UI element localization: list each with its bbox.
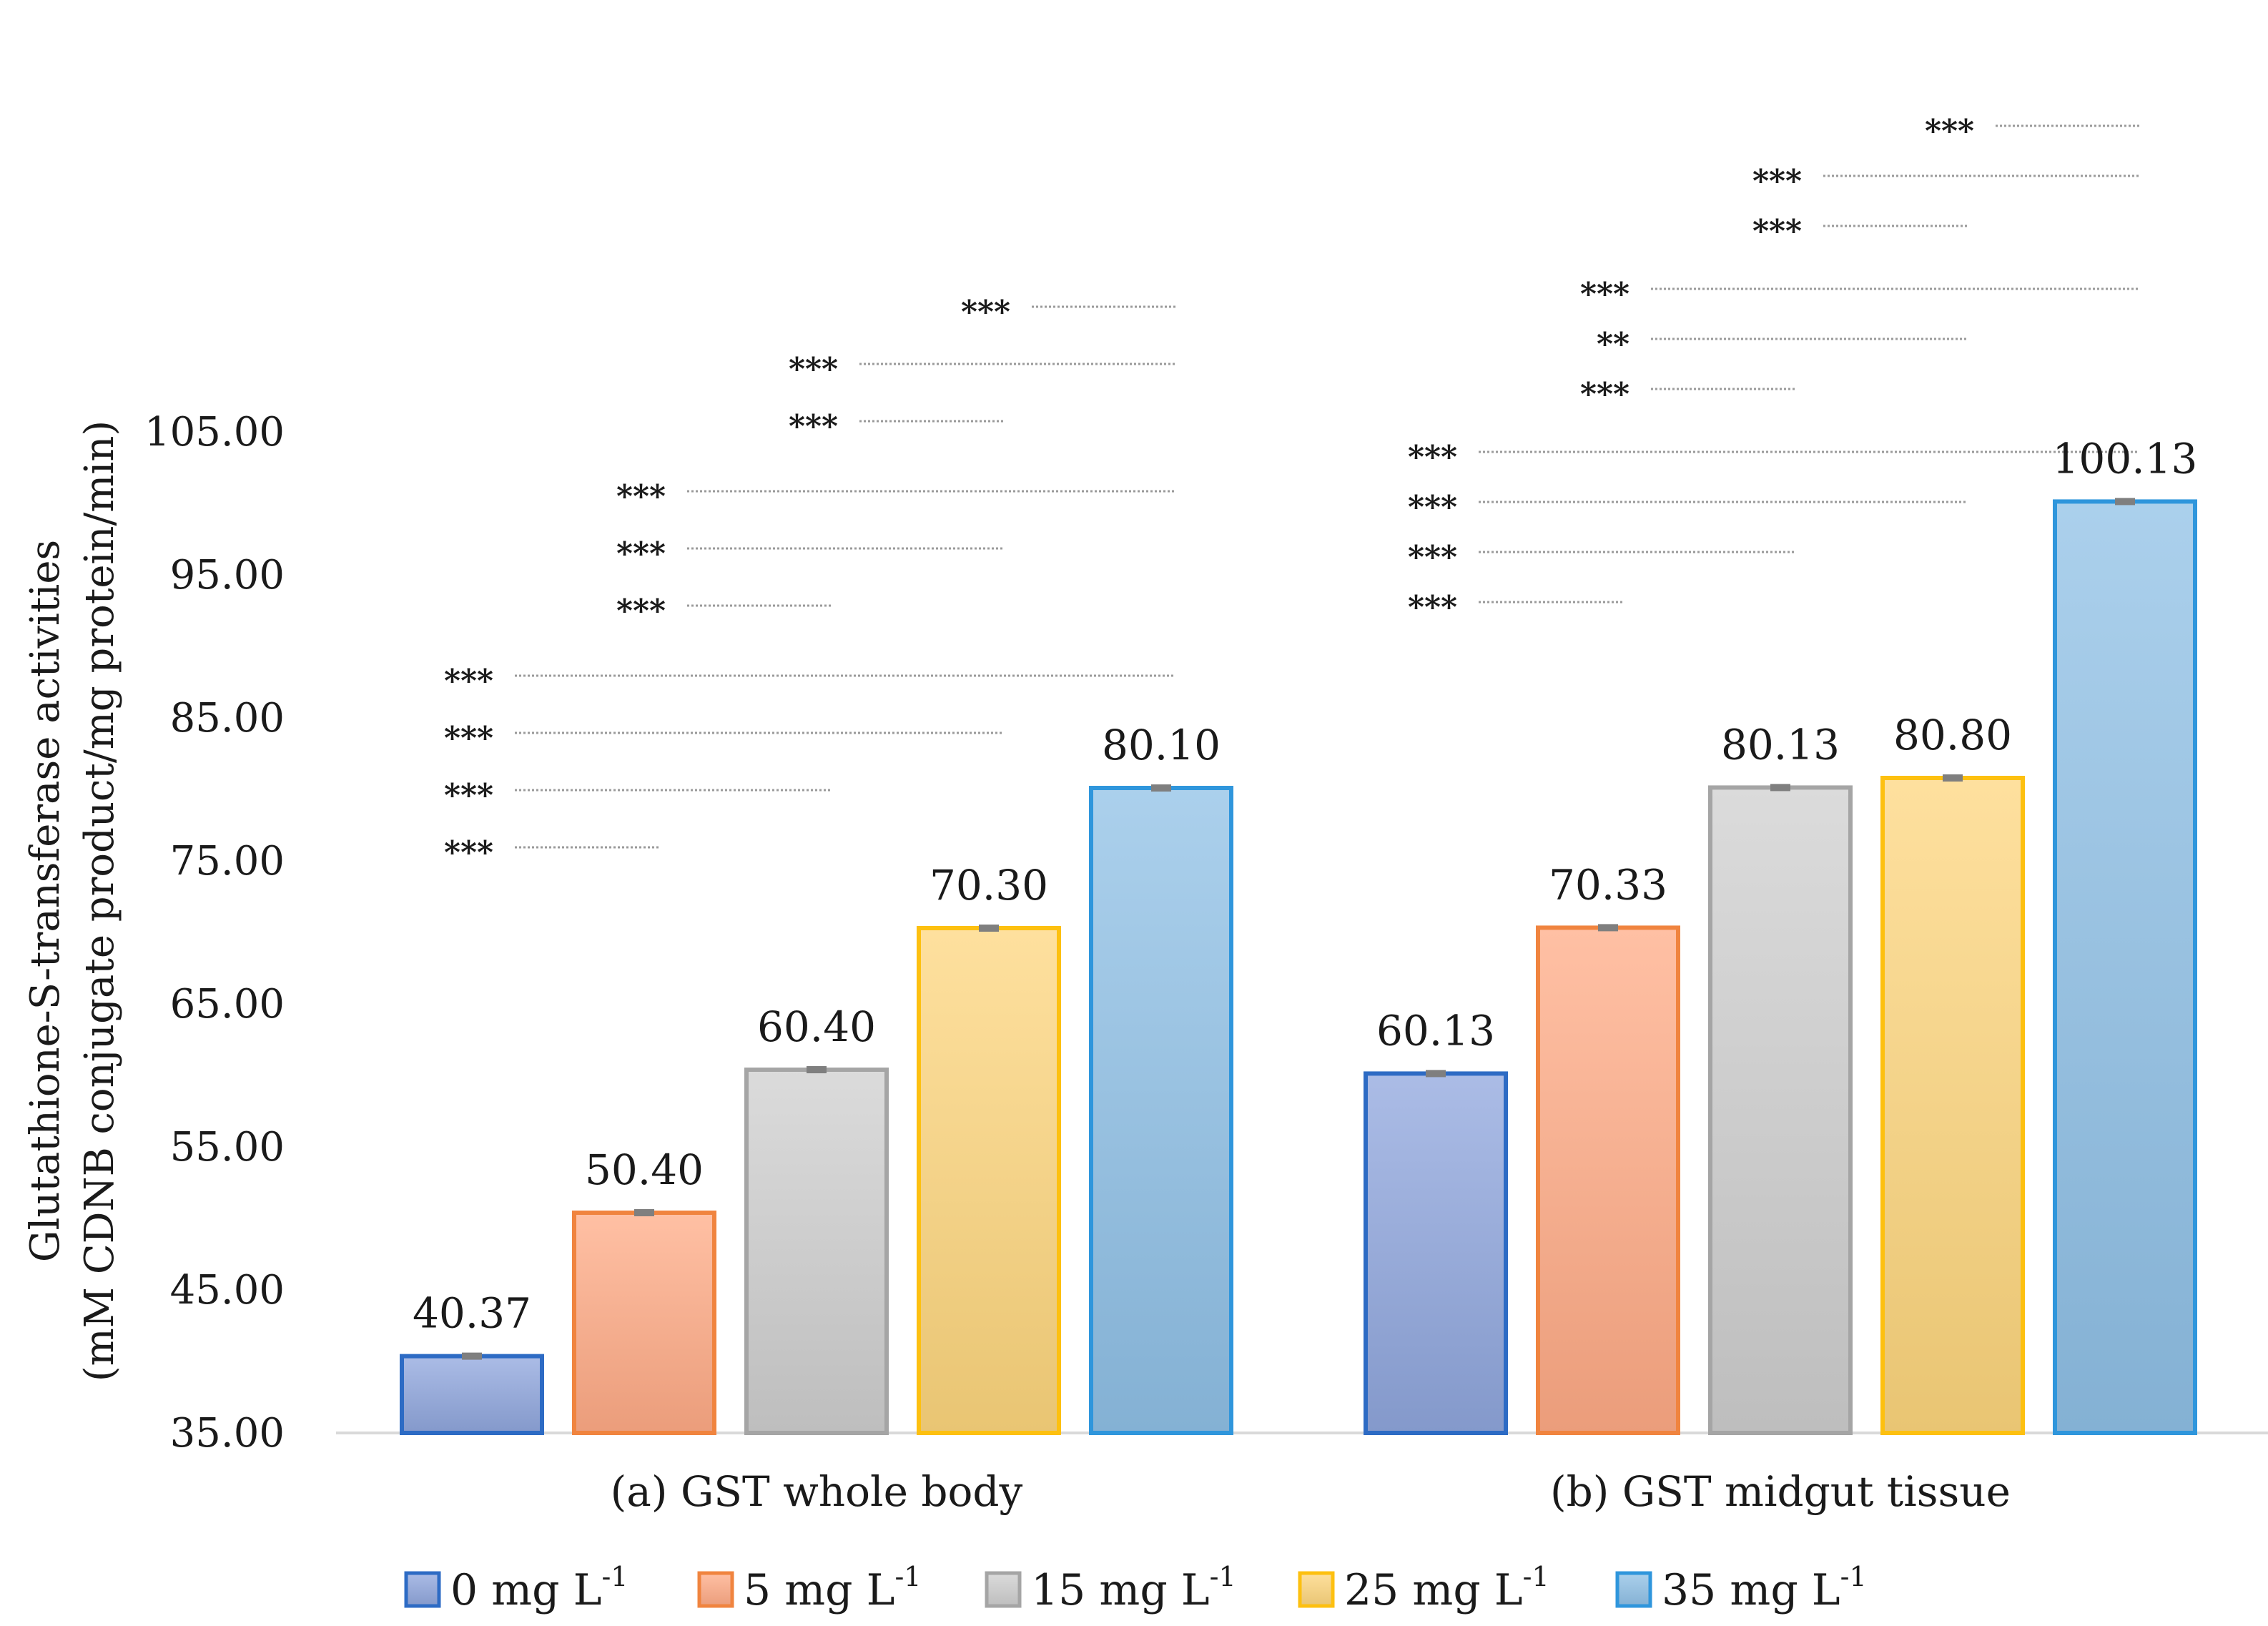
significance-label: ***: [1925, 113, 1974, 149]
y-axis-title: Glutathione-S-transferase activities (mM…: [22, 420, 123, 1382]
legend-swatch: [1298, 1571, 1335, 1608]
data-label: 80.13: [1721, 720, 1840, 769]
significance-label: ***: [444, 663, 493, 699]
error-bar: [462, 1352, 482, 1360]
data-label: 70.33: [1549, 860, 1667, 909]
y-tick-label: 75.00: [170, 838, 285, 885]
legend-label: 15 mg L-1: [1031, 1561, 1236, 1615]
bars: [400, 498, 2197, 1436]
legend-label-superscript: -1: [601, 1561, 628, 1592]
error-bar: [979, 925, 999, 932]
significance-label: **: [1597, 326, 1629, 363]
bar: [1364, 1071, 1508, 1436]
error-bar: [1770, 784, 1790, 792]
y-tick-label: 55.00: [170, 1124, 285, 1171]
category-label: (b) GST midgut tissue: [1550, 1467, 2011, 1516]
bar: [400, 1354, 544, 1435]
bar: [1089, 786, 1233, 1435]
significance-label: ***: [789, 408, 838, 445]
significance-label: ***: [444, 720, 493, 757]
legend-label-superscript: -1: [1840, 1561, 1867, 1592]
data-label: 80.80: [1893, 711, 2012, 759]
significance-label: ***: [1408, 589, 1457, 626]
bar: [744, 1068, 889, 1435]
legend-label: 0 mg L-1: [450, 1561, 628, 1615]
category-labels: (a) GST whole body (b) GST midgut tissue: [611, 1467, 2011, 1516]
category-label: (a) GST whole body: [611, 1467, 1023, 1516]
bar: [1880, 776, 2025, 1435]
significance-label: ***: [1752, 213, 1802, 250]
data-label: 70.30: [930, 861, 1048, 910]
significance-annotations: ****************************************…: [444, 113, 2139, 871]
y-tick-label: 65.00: [170, 981, 285, 1028]
legend-label-text: 0 mg L: [450, 1565, 601, 1615]
legend-label: 25 mg L-1: [1344, 1561, 1549, 1615]
data-label: 60.13: [1376, 1006, 1495, 1055]
y-tick-label: 95.00: [170, 552, 285, 598]
legend-swatch: [1615, 1571, 1652, 1608]
error-bar: [1426, 1070, 1446, 1078]
y-tick-label: 85.00: [170, 695, 285, 741]
significance-label: ***: [444, 834, 493, 871]
legend-label-superscript: -1: [1210, 1561, 1236, 1592]
significance-label: ***: [616, 536, 666, 572]
significance-label: ***: [1752, 163, 1802, 199]
significance-label: ***: [1408, 539, 1457, 576]
bar: [1708, 785, 1853, 1435]
significance-label: ***: [1580, 376, 1629, 413]
bar: [2053, 499, 2197, 1435]
bar: [917, 926, 1061, 1435]
error-bar: [807, 1066, 827, 1073]
y-tick-label: 45.00: [170, 1267, 285, 1314]
y-tick-label: 35.00: [170, 1410, 285, 1457]
significance-label: ***: [789, 351, 838, 388]
legend: 0 mg L-1 5 mg L-1 15 mg L-1 25 mg L-1 35 mg …: [404, 1561, 1867, 1615]
significance-label: ***: [616, 593, 666, 629]
y-axis-ticks: 35.00 45.00 55.00 65.00 75.00 85.00 95.00 105.0…: [144, 409, 285, 1457]
significance-label: ***: [1580, 276, 1629, 312]
legend-label: 35 mg L-1: [1662, 1561, 1867, 1615]
error-bar: [634, 1209, 654, 1216]
legend-swatch: [697, 1571, 734, 1608]
legend-label-text: 15 mg L: [1031, 1565, 1210, 1615]
significance-label: ***: [961, 294, 1010, 330]
y-axis-title-line1: Glutathione-S-transferase activities: [22, 540, 69, 1262]
legend-label: 5 mg L-1: [744, 1561, 922, 1615]
bar: [572, 1211, 716, 1435]
significance-label: ***: [1408, 439, 1457, 476]
data-label: 60.40: [757, 1002, 876, 1051]
error-bar: [1151, 784, 1171, 792]
data-label: 80.10: [1102, 721, 1221, 769]
y-tick-label: 105.00: [144, 409, 285, 455]
legend-label-superscript: -1: [1523, 1561, 1549, 1592]
significance-label: ***: [444, 777, 493, 814]
error-bar: [2115, 498, 2135, 506]
y-axis-title-line2: (mM CDNB conjugate product/mg protein/mi…: [77, 420, 123, 1382]
data-label: 40.37: [413, 1289, 531, 1338]
legend-swatch: [404, 1571, 441, 1608]
error-bar: [1943, 774, 1963, 782]
bar: [1536, 925, 1680, 1435]
significance-label: ***: [1408, 489, 1457, 526]
legend-label-text: 25 mg L: [1344, 1565, 1523, 1615]
legend-swatch: [985, 1571, 1022, 1608]
error-bar: [1598, 924, 1618, 932]
legend-label-text: 35 mg L: [1662, 1565, 1840, 1615]
data-label: 100.13: [2053, 434, 2198, 483]
significance-label: ***: [616, 478, 666, 515]
legend-label-text: 5 mg L: [744, 1565, 894, 1615]
data-labels: 40.37 60.13 50.40 70.33 60.40 80.13 70.30 80.80…: [413, 434, 2198, 1337]
data-label: 50.40: [585, 1145, 704, 1194]
legend-label-superscript: -1: [894, 1561, 921, 1592]
